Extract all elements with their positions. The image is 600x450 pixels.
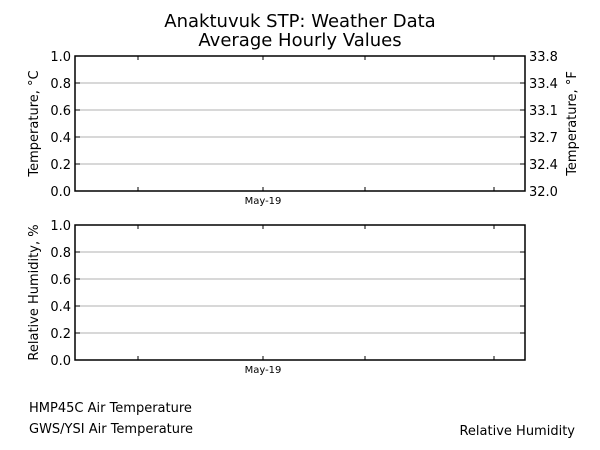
y-tick-label: 0.2	[50, 158, 71, 173]
y-right-tick-label: 32.0	[529, 185, 558, 200]
y-axis-label-right: Temperature, °F	[565, 71, 580, 177]
axes-frame	[74, 55, 526, 192]
y-tick-label: 0.8	[50, 77, 71, 92]
chart-title: Anaktuvuk STP: Weather Data	[164, 11, 435, 32]
y-right-tick-label: 33.8	[529, 50, 558, 65]
y-axis-label: Temperature, °C	[27, 70, 42, 177]
y-tick-label: 0.8	[50, 246, 71, 261]
y-tick-label: 0.6	[50, 273, 71, 288]
humidity-panel: 0.0 0.2 0.4 0.6 0.8 1.0 May-19 Relative Humidit…	[27, 219, 526, 376]
y-tick-label: 0.0	[50, 354, 71, 369]
y-tick-label: 0.4	[50, 300, 71, 315]
x-tick-label: May-19	[245, 196, 282, 207]
y-right-tick-label: 32.4	[529, 158, 558, 173]
y-right-tick-label: 32.7	[529, 131, 558, 146]
y-tick-label: 0.2	[50, 327, 71, 342]
y-right-tick-label: 33.1	[529, 104, 558, 119]
y-tick-label: 0.0	[50, 185, 71, 200]
legend-gws-ysi: GWS/YSI Air Temperature	[29, 422, 194, 437]
legend-hmp45c: HMP45C Air Temperature	[29, 401, 192, 416]
y-right-tick-label: 33.4	[529, 77, 558, 92]
axes-frame	[74, 224, 526, 361]
y-axis-label: Relative Humidity, %	[27, 224, 42, 360]
y-tick-label: 1.0	[50, 219, 71, 234]
y-tick-label: 0.4	[50, 131, 71, 146]
temperature-panel: 0.0 0.2 0.4 0.6 0.8 1.0 32.0 32.4 32.7 33.1 33.4 33…	[27, 50, 580, 207]
legend-relative-humidity: Relative Humidity	[459, 424, 575, 439]
y-tick-label: 1.0	[50, 50, 71, 65]
chart-subtitle: Average Hourly Values	[198, 30, 401, 51]
y-tick-label: 0.6	[50, 104, 71, 119]
x-tick-label: May-19	[245, 365, 282, 376]
